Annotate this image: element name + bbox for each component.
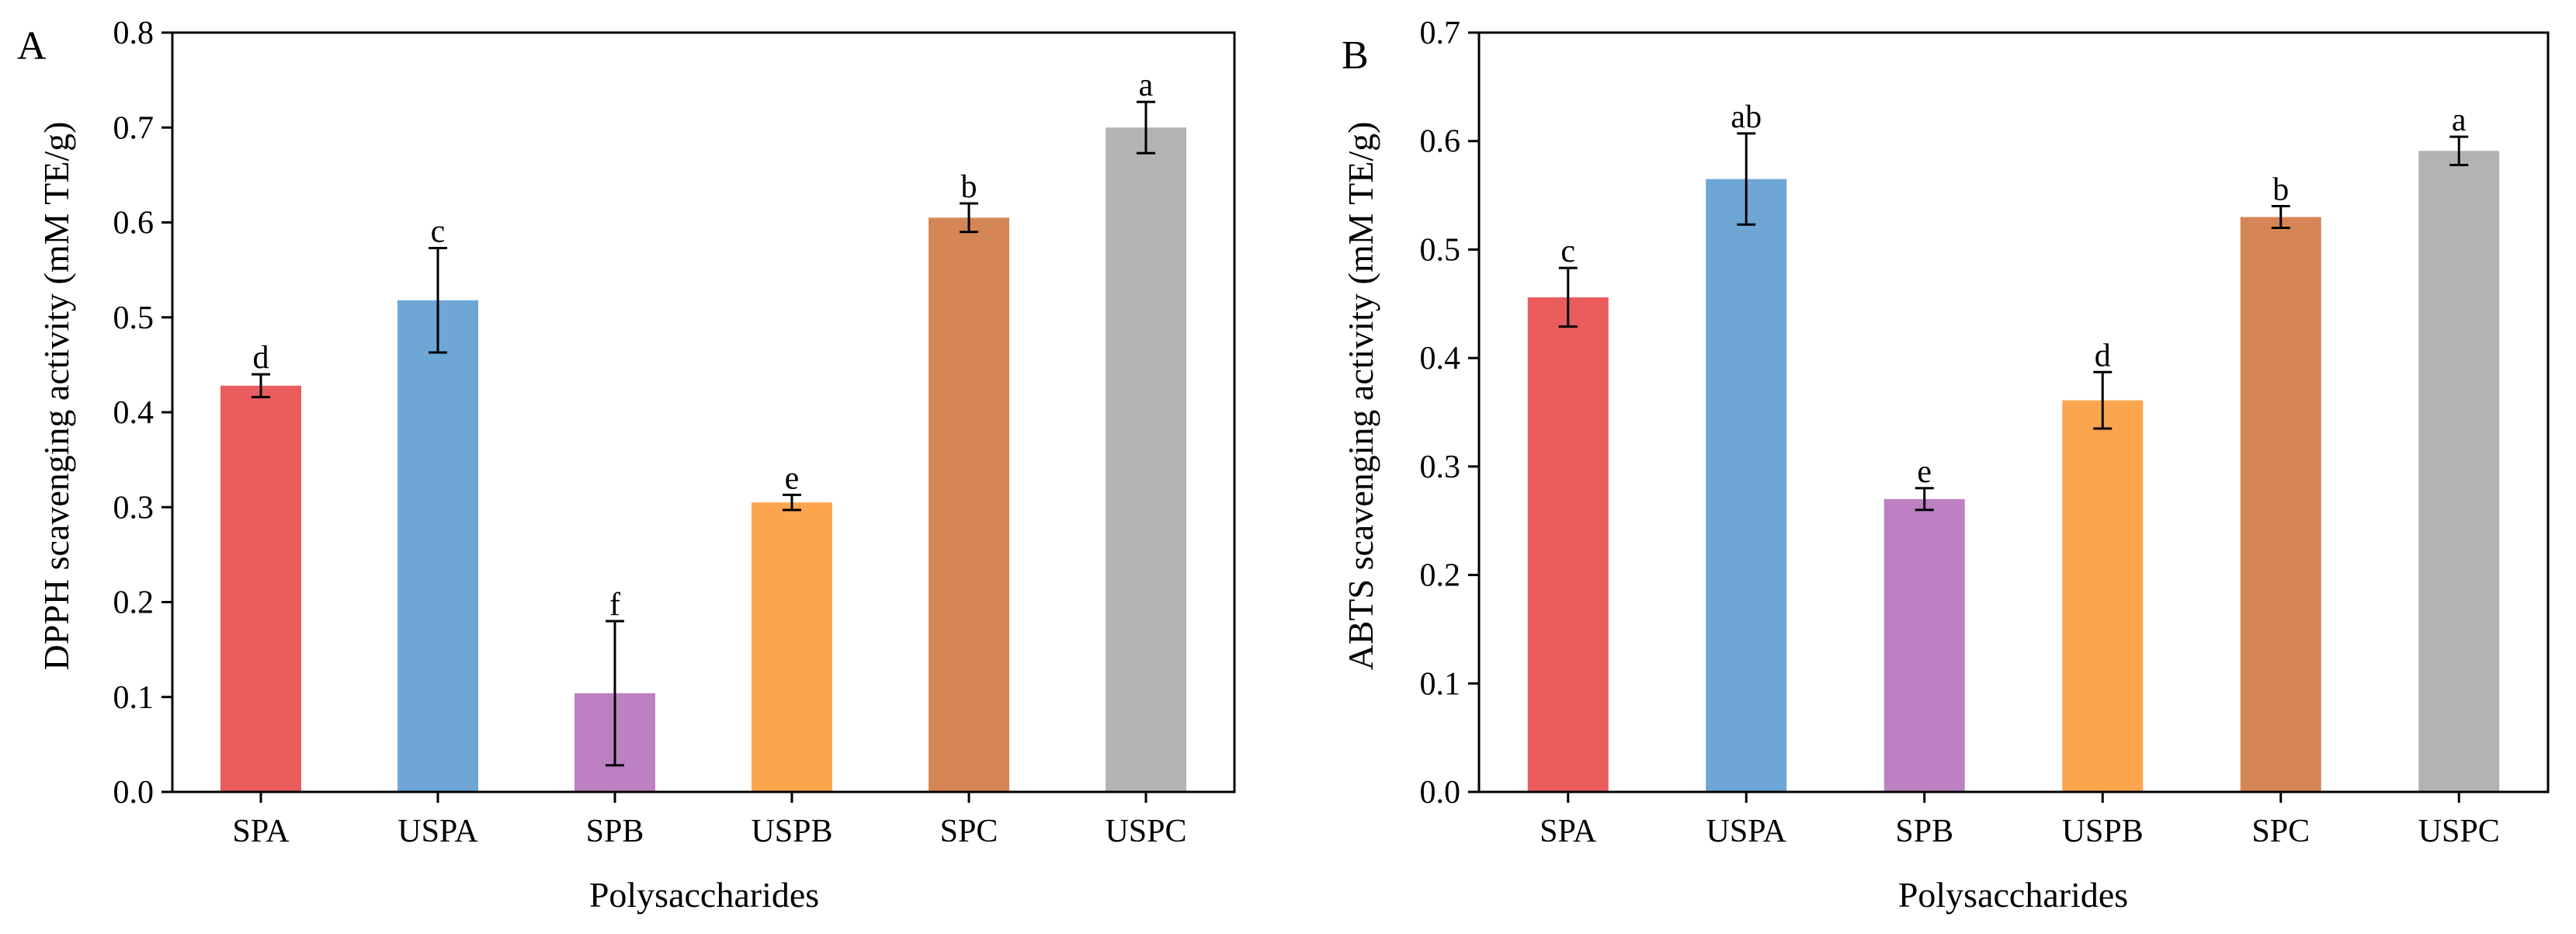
y-tick-label: 0.1 [1420, 666, 1461, 702]
error-bar [252, 373, 270, 398]
error-bar [783, 493, 801, 512]
error-bar [960, 202, 978, 234]
bar-spc [2240, 217, 2321, 792]
significance-label: e [785, 460, 800, 496]
plot-frame [1477, 31, 2550, 793]
bar-uspc [2418, 151, 2500, 792]
significance-label: b [961, 169, 977, 205]
bar-uspb [2062, 400, 2144, 792]
y-tick-label: 0.7 [113, 110, 154, 146]
significance-label: b [2272, 172, 2289, 208]
y-tick-label: 0.0 [113, 775, 154, 811]
bar-spc [929, 217, 1009, 792]
error-bar [1137, 100, 1155, 155]
x-tick-label: SPB [586, 814, 644, 849]
significance-label: f [609, 587, 620, 623]
significance-label: d [2095, 338, 2111, 373]
x-tick-label: USPB [2062, 814, 2144, 849]
panel-b: B ABTS scavenging activity (mM TE/g) Pol… [1341, 16, 2550, 915]
y-tick-label: 0.7 [1420, 16, 1461, 51]
panel-a: A DPPH scavenging activity (mM TE/g) Pol… [17, 16, 1236, 915]
significance-label: ab [1731, 99, 1762, 135]
y-tick-label: 0.1 [113, 680, 154, 716]
x-axis-label: Polysaccharides [1898, 875, 2128, 915]
panel-letter: B [1342, 33, 1369, 78]
y-tick-label: 0.6 [113, 206, 154, 241]
y-axis-label: DPPH scavenging activity (mM TE/g) [36, 122, 76, 671]
x-tick-label: SPB [1895, 814, 1953, 849]
x-tick-label: USPB [751, 814, 832, 849]
error-bar [2271, 205, 2290, 229]
significance-label: d [253, 340, 269, 376]
error-bar [1558, 266, 1578, 328]
y-tick-label: 0.8 [113, 16, 154, 51]
x-tick-label: SPA [232, 814, 290, 849]
bar-spa [220, 385, 301, 792]
y-tick-label: 0.6 [1420, 124, 1461, 160]
significance-label: e [1917, 454, 1932, 490]
x-tick-label: USPA [1706, 814, 1786, 849]
y-axis-label: ABTS scavenging activity (mM TE/g) [1341, 122, 1380, 671]
error-bar [2093, 370, 2113, 430]
panel-letter: A [17, 24, 47, 68]
y-tick-label: 0.4 [1420, 341, 1461, 377]
bar-spb [1883, 498, 1965, 792]
y-tick-label: 0.2 [113, 585, 154, 621]
x-tick-label: SPC [2251, 814, 2310, 849]
bar-spa [1527, 297, 1609, 793]
y-tick-label: 0.0 [1420, 775, 1461, 811]
x-tick-label: SPA [1540, 814, 1597, 849]
y-tick-label: 0.3 [113, 490, 154, 526]
error-bar [429, 247, 447, 354]
y-tick-label: 0.2 [1420, 558, 1461, 594]
error-bar [1915, 487, 1934, 512]
y-tick-label: 0.5 [113, 300, 154, 336]
x-tick-label: USPC [1105, 814, 1186, 849]
bar-uspa [1706, 179, 1787, 793]
y-tick-label: 0.4 [113, 395, 154, 431]
significance-label: a [1139, 68, 1154, 103]
significance-label: c [431, 214, 446, 250]
bar-uspa [398, 300, 478, 792]
error-bar [1737, 132, 1756, 226]
y-tick-label: 0.3 [1420, 450, 1461, 485]
x-axis-label: Polysaccharides [589, 875, 819, 915]
error-bar [2449, 135, 2469, 166]
significance-label: c [1561, 234, 1575, 269]
x-tick-label: USPA [398, 814, 478, 849]
bar-uspb [752, 502, 832, 792]
x-tick-label: SPC [940, 814, 998, 849]
y-tick-label: 0.5 [1420, 232, 1461, 268]
plot-frame [171, 31, 1236, 793]
bar-uspc [1106, 127, 1186, 792]
significance-label: a [2452, 102, 2467, 138]
error-bar [606, 620, 624, 767]
x-tick-label: USPC [2418, 814, 2500, 849]
